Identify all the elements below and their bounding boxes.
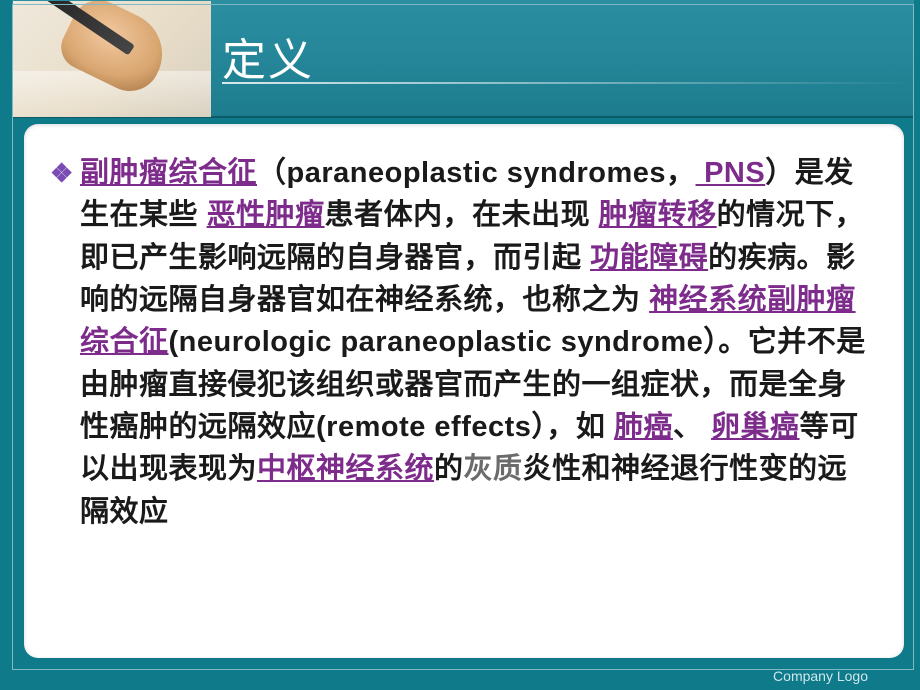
text-run: 、 [673,411,711,443]
text-link[interactable]: 卵巢癌 [711,411,800,443]
slide: 定义 ❖ 副肿瘤综合征（paraneoplastic syndromes， PN… [0,0,920,690]
text-run: 的 [434,453,464,485]
text-link[interactable]: 肺癌 [614,411,673,443]
text-link[interactable]: 中枢神经系统 [257,453,434,485]
content-panel: ❖ 副肿瘤综合征（paraneoplastic syndromes， PNS）是… [24,124,904,658]
text-link[interactable]: 功能障碍 [590,242,708,274]
footer-logo-text: Company Logo [773,668,868,684]
body-text: 副肿瘤综合征（paraneoplastic syndromes， PNS）是发生… [80,152,874,533]
text-run: paraneoplastic syndromes， [287,157,696,189]
text-run: 患者体内，在未出现 [325,199,599,231]
text-run: （ [257,157,287,189]
bullet-icon: ❖ [50,158,73,189]
text-link[interactable]: PNS [696,157,766,189]
text-run: 灰质 [464,453,523,485]
text-link[interactable]: 恶性肿瘤 [207,199,325,231]
text-link[interactable]: 副肿瘤综合征 [80,157,257,189]
text-link[interactable]: 肿瘤转移 [599,199,717,231]
